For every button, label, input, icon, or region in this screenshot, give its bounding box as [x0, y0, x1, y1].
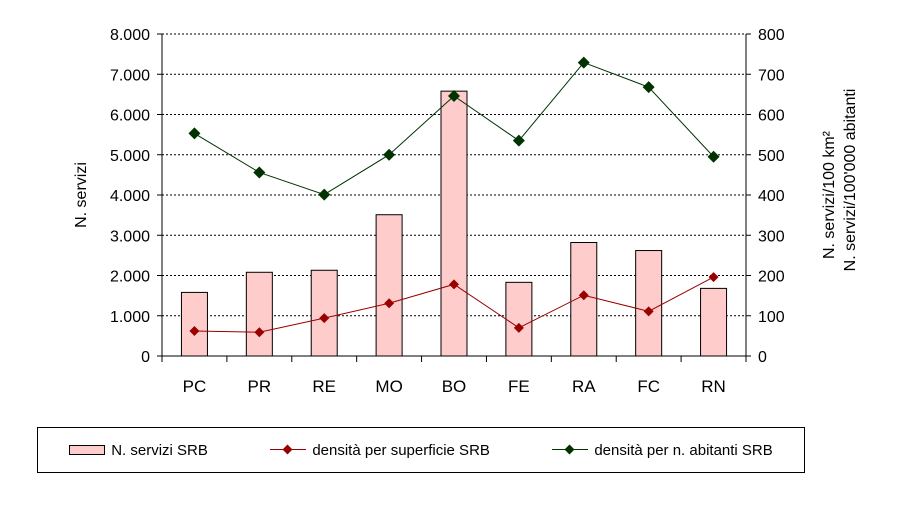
data-point	[449, 279, 459, 290]
left-axis-title: N. servizi	[73, 162, 90, 228]
bar-series	[180, 90, 728, 357]
legend-swatch-inhabitants	[552, 444, 589, 456]
right-tick-label: 0	[758, 349, 767, 366]
bar	[635, 250, 663, 357]
left-tick-label: 3.000	[110, 228, 150, 245]
left-tick-label: 7.000	[110, 67, 150, 84]
line-series	[188, 56, 720, 338]
data-point	[253, 166, 266, 179]
data-point	[707, 150, 720, 163]
x-tick-label: BO	[442, 377, 467, 396]
data-point	[642, 81, 655, 94]
legend-swatch-bars	[69, 445, 106, 455]
data-point	[384, 298, 395, 309]
right-tick-label: 400	[758, 188, 785, 205]
right-axis-title-line1: N. servizi/100 km²	[821, 130, 838, 259]
x-tick-label: MO	[375, 377, 402, 396]
x-tick-label: RA	[572, 377, 596, 396]
legend-swatch-surface	[270, 444, 307, 456]
data-point	[577, 56, 590, 69]
x-tick-label: FC	[637, 377, 660, 396]
left-tick-label: 1.000	[110, 309, 150, 326]
data-point	[383, 148, 396, 161]
axis-labels: 0 0 1.000 100 2.000 200 3.000 300 4.000 400 5.000 5…	[73, 27, 859, 396]
right-tick-label: 200	[758, 269, 785, 286]
left-tick-label: 2.000	[110, 269, 150, 286]
legend-item-bars: N. servizi SRB	[69, 442, 208, 459]
bar	[310, 269, 338, 357]
left-tick-label: 8.000	[110, 27, 150, 44]
combo-chart: 0 0 1.000 100 2.000 200 3.000 300 4.000 400 5.000 5…	[73, 27, 859, 396]
x-tick-label: FE	[508, 377, 530, 396]
x-tick-label: RE	[312, 377, 336, 396]
data-point	[319, 313, 330, 324]
legend-item-surface: densità per superficie SRB	[270, 442, 490, 459]
right-tick-label: 800	[758, 27, 785, 44]
left-tick-label: 5.000	[110, 148, 150, 165]
data-point	[513, 322, 524, 333]
right-axis-title-line2: N. servizi/100'000 abitanti	[842, 89, 859, 272]
data-point	[512, 134, 525, 147]
legend-label-inhabitants: densità per n. abitanti SRB	[594, 441, 773, 459]
legend-item-inhabitants: densità per n. abitanti SRB	[552, 441, 773, 459]
bar	[505, 281, 533, 357]
bar	[375, 214, 403, 357]
legend-label-bars: N. servizi SRB	[111, 441, 208, 459]
data-point	[643, 306, 654, 317]
left-tick-label: 0	[141, 349, 150, 366]
data-point	[708, 272, 719, 283]
data-point	[188, 127, 201, 140]
bar	[245, 271, 273, 357]
right-tick-label: 700	[758, 67, 785, 84]
axes	[157, 33, 751, 362]
bar	[700, 287, 728, 357]
right-tick-label: 100	[758, 309, 785, 326]
data-point	[254, 327, 265, 338]
right-tick-label: 600	[758, 108, 785, 125]
right-tick-label: 500	[758, 148, 785, 165]
legend: N. servizi SRB densità per superficie SR…	[37, 427, 805, 473]
right-tick-label: 300	[758, 228, 785, 245]
data-point	[448, 89, 460, 102]
x-tick-label: PR	[248, 377, 272, 396]
bar	[440, 90, 468, 357]
data-point	[578, 290, 589, 301]
x-tick-label: PC	[183, 377, 207, 396]
legend-label-surface: densità per superficie SRB	[312, 441, 490, 459]
data-point	[189, 326, 200, 337]
left-tick-label: 4.000	[110, 188, 150, 205]
left-tick-label: 6.000	[110, 108, 150, 125]
x-tick-label: RN	[701, 377, 726, 396]
data-point	[318, 188, 331, 201]
bar	[180, 291, 208, 357]
